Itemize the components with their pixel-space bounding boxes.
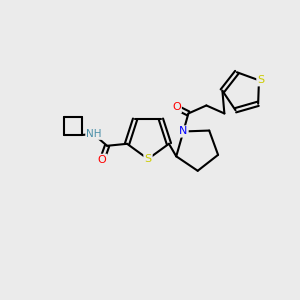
Text: N: N xyxy=(179,127,188,136)
Text: S: S xyxy=(257,75,265,85)
Text: O: O xyxy=(98,155,106,165)
Text: NH: NH xyxy=(86,129,102,139)
Text: S: S xyxy=(144,154,152,164)
Text: O: O xyxy=(172,103,181,112)
